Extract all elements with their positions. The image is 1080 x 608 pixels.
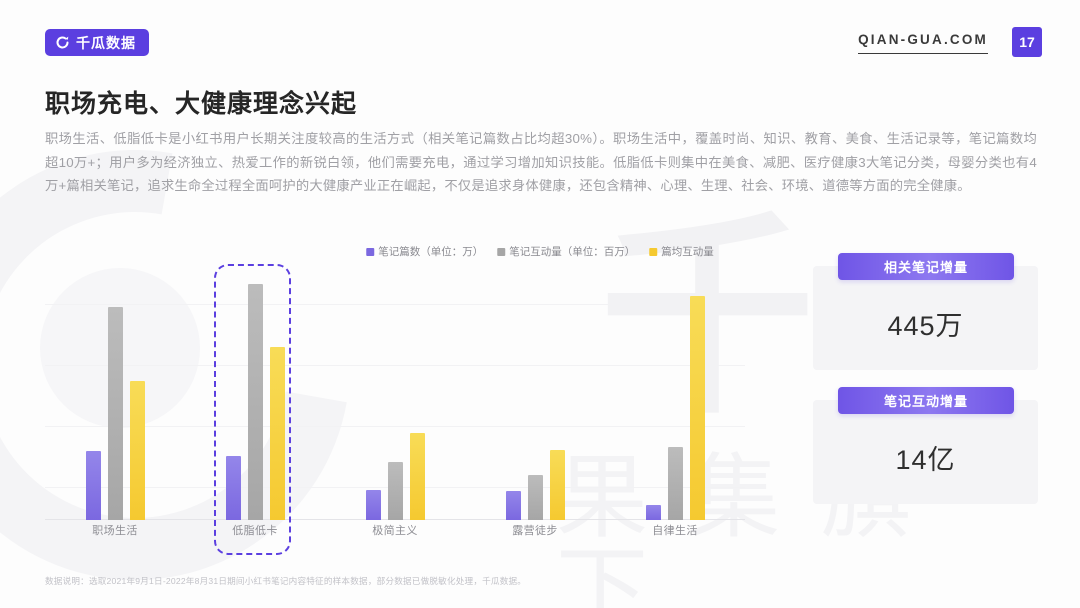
data-source-footnote: 数据说明：选取2021年9月1日-2022年8月31日期间小红书笔记内容特征的样… (45, 576, 527, 586)
kpi-card-value: 14亿 (895, 445, 956, 475)
legend-label: 笔记互动量（单位：百万） (509, 246, 636, 258)
bar[interactable] (85, 450, 101, 520)
bar[interactable] (387, 462, 403, 520)
bar[interactable] (667, 446, 683, 520)
kpi-card-label: 笔记互动增量 (883, 394, 968, 409)
site-url: QIAN-GUA.COM (858, 32, 988, 54)
kpi-card-title-pill: 笔记互动增量 (838, 387, 1014, 414)
kpi-card-label: 相关笔记增量 (883, 260, 968, 275)
x-axis-tick-label: 露营徒步 (512, 525, 558, 537)
kpi-card-title-pill: 相关笔记增量 (838, 253, 1014, 280)
bar[interactable] (505, 491, 521, 520)
x-axis-tick-label: 极简主义 (372, 525, 418, 537)
legend-swatch-avg (649, 247, 658, 256)
chart-gridline (45, 304, 745, 305)
legend-swatch-notes (366, 247, 375, 256)
x-axis-tick-label: 职场生活 (92, 525, 138, 537)
bar[interactable] (107, 306, 123, 520)
bar[interactable] (129, 381, 145, 520)
bar[interactable] (527, 475, 543, 520)
legend-item[interactable]: 篇均互动量 (649, 244, 714, 259)
chart-gridline (45, 365, 745, 366)
chart-gridline (45, 426, 745, 427)
chart-legend: 笔记篇数（单位：万） 笔记互动量（单位：百万） 篇均互动量 (366, 244, 714, 259)
bar[interactable] (225, 455, 241, 520)
legend-label: 篇均互动量 (661, 246, 714, 258)
bar-group (609, 262, 741, 520)
chart-x-axis-labels: 职场生活 低脂低卡 极简主义 露营徒步 自律生活 (45, 522, 745, 538)
page-number-badge: 17 (1012, 27, 1042, 57)
grouped-bar-chart (45, 262, 745, 520)
bar[interactable] (247, 283, 263, 520)
body-paragraph: 职场生活、低脂低卡是小红书用户长期关注度较高的生活方式（相关笔记篇数占比均超30… (45, 131, 1037, 193)
kpi-card-note-interactions: 笔记互动增量 14亿 (813, 387, 1038, 504)
legend-item[interactable]: 笔记互动量（单位：百万） (497, 244, 635, 259)
bar-group (49, 262, 181, 520)
bar[interactable] (365, 490, 381, 520)
brand-logo-label: 千瓜数据 (76, 34, 136, 51)
x-axis-tick-label: 低脂低卡 (232, 525, 278, 537)
legend-swatch-interactions (497, 247, 506, 256)
bar-group (469, 262, 601, 520)
chart-bar-groups (45, 262, 745, 520)
legend-label: 笔记篇数（单位：万） (378, 246, 484, 258)
kpi-card-related-notes: 相关笔记增量 445万 (813, 253, 1038, 370)
bar[interactable] (409, 432, 425, 520)
bar[interactable] (689, 295, 705, 520)
bar-group (329, 262, 461, 520)
x-axis-tick-label: 自律生活 (652, 525, 698, 537)
bar-group (189, 262, 321, 520)
brand-logo-badge[interactable]: 千瓜数据 (45, 29, 149, 56)
kpi-card-value: 445万 (887, 311, 964, 341)
page-title: 职场充电、大健康理念兴起 (45, 90, 358, 118)
legend-item[interactable]: 笔记篇数（单位：万） (366, 244, 483, 259)
bar[interactable] (645, 505, 661, 520)
refresh-circle-icon (56, 36, 69, 49)
bar[interactable] (549, 449, 565, 520)
bar[interactable] (269, 347, 285, 520)
